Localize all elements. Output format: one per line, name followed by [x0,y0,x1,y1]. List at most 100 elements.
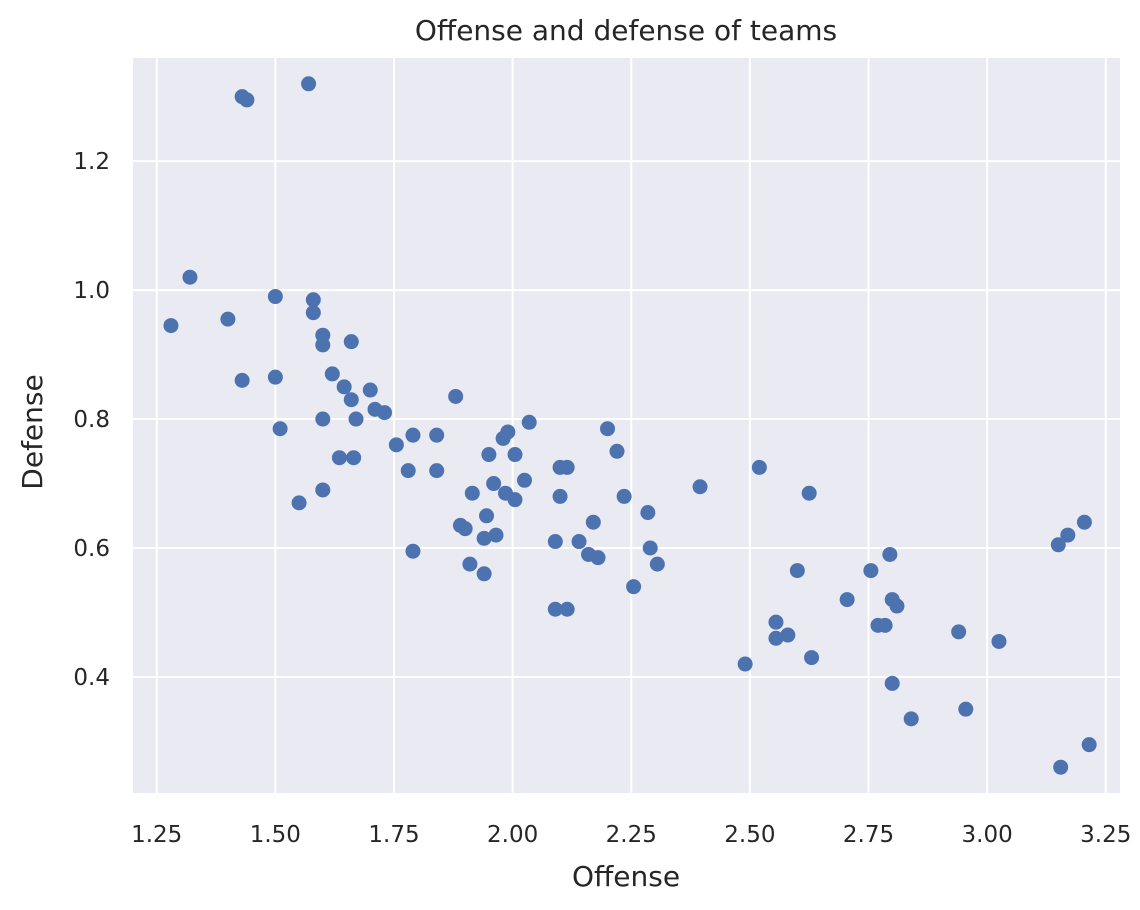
x-tick-label: 1.75 [368,822,419,848]
y-tick-label: 0.6 [73,536,110,562]
scatter-point [495,430,511,446]
scatter-point [305,305,321,321]
scatter-point [991,633,1007,649]
scatter-point [405,543,421,559]
scatter-point [884,675,900,691]
scatter-point [547,601,563,617]
scatter-point [464,485,480,501]
scatter-point [348,411,364,427]
scatter-point [882,546,898,562]
scatter-point [600,421,616,437]
scatter-point [801,485,817,501]
scatter-point [640,505,656,521]
scatter-point [343,392,359,408]
scatter-point [951,624,967,640]
x-tick-labels: 1.25 1.50 1.75 2.00 2.25 2.50 2.75 3.00 3.25 [131,822,1131,848]
scatter-point [751,459,767,475]
scatter-point [507,492,523,508]
scatter-point [521,414,537,430]
scatter-point [768,614,784,630]
scatter-point [476,566,492,582]
scatter-point [585,514,601,530]
scatter-point [220,311,236,327]
scatter-point [1081,737,1097,753]
scatter-point [649,556,665,572]
scatter-point [559,601,575,617]
y-tick-label: 1.0 [73,278,110,304]
x-tick-label: 3.00 [962,822,1013,848]
scatter-point [267,289,283,305]
scatter-point [552,488,568,504]
scatter-point [315,337,331,353]
scatter-point [1060,527,1076,543]
scatter-point [877,617,893,633]
scatter-point [163,318,179,334]
scatter-point [343,334,359,350]
scatter-point [863,563,879,579]
scatter-point [507,447,523,463]
y-tick-label: 0.8 [73,407,110,433]
scatter-point [1053,759,1069,775]
scatter-point [234,372,250,388]
scatter-point [400,463,416,479]
scatter-point [481,447,497,463]
chart-title: Offense and defense of teams [415,14,837,47]
scatter-point [388,437,404,453]
data-points [163,76,1097,775]
scatter-point [547,534,563,550]
scatter-point [457,521,473,537]
scatter-point [626,579,642,595]
scatter-point [336,379,352,395]
scatter-point [315,482,331,498]
scatter-point [804,650,820,666]
scatter-point [737,656,753,672]
scatter-point [462,556,478,572]
plot-area [133,58,1120,793]
scatter-point [571,534,587,550]
scatter-point [768,630,784,646]
scatter-point [839,592,855,608]
scatter-point [267,369,283,385]
scatter-point [315,411,331,427]
scatter-point [616,488,632,504]
scatter-point [609,443,625,459]
scatter-point [272,421,288,437]
scatter-point [429,427,445,443]
scatter-point [692,479,708,495]
x-tick-label: 2.75 [843,822,894,848]
scatter-point [448,388,464,404]
scatter-point [889,598,905,614]
scatter-point [559,459,575,475]
scatter-point [362,382,378,398]
scatter-point [479,508,495,524]
scatter-point [324,366,340,382]
x-tick-label: 1.50 [250,822,301,848]
scatter-point [516,472,532,488]
x-axis-label: Offense [572,860,680,893]
x-tick-label: 2.25 [606,822,657,848]
scatter-point [486,476,502,492]
horizontal-gridlines [133,160,1120,678]
scatter-point [590,550,606,566]
scatter-point [291,495,307,511]
scatter-point [405,427,421,443]
y-tick-labels: 0.4 0.6 0.8 1.0 1.2 [73,149,110,691]
x-tick-label: 3.25 [1080,822,1131,848]
scatter-point [780,627,796,643]
scatter-point [958,701,974,717]
scatter-point [331,450,347,466]
x-tick-label: 2.00 [487,822,538,848]
scatter-point [1076,514,1092,530]
scatter-point [239,92,255,108]
scatter-point [305,292,321,308]
scatter-point [429,463,445,479]
scatter-point [488,527,504,543]
scatter-point [476,530,492,546]
scatter-point [1050,537,1066,553]
scatter-point [301,76,317,92]
x-tick-label: 2.50 [724,822,775,848]
scatter-point [903,711,919,727]
scatter-point [789,563,805,579]
scatter-point [346,450,362,466]
